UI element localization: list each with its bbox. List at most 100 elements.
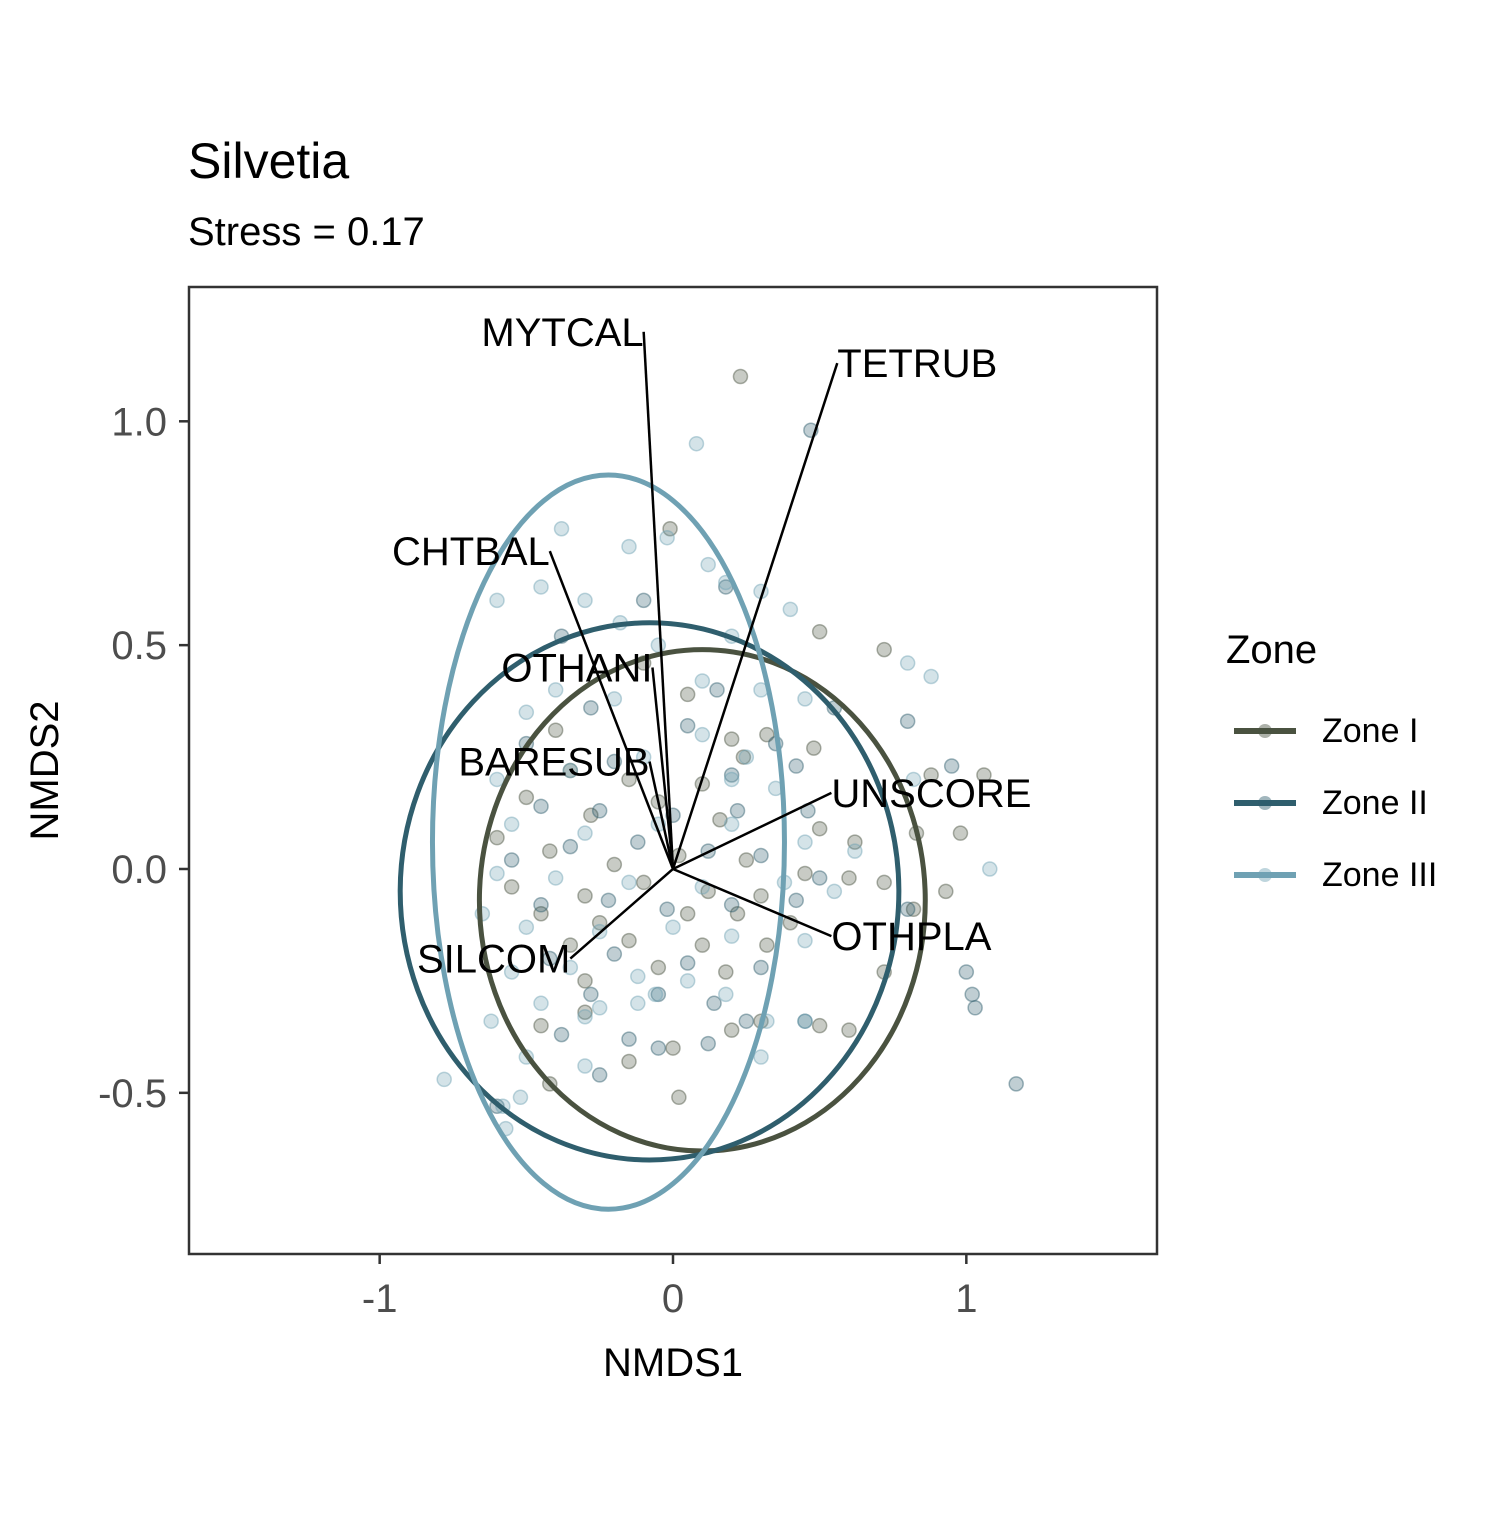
point-zone-iii [503,964,520,980]
point-zone-ii [621,1031,637,1047]
vector-label-mytcal: MYTCAL [481,311,643,355]
point-zone-iii [553,521,570,537]
vector-label-silcom: SILCOM [417,938,570,982]
point-zone-i [976,767,992,783]
point-zone-iii [923,668,939,685]
point-zone-iii [533,579,549,595]
ellipse-zone-ii [397,620,902,1163]
point-zone-ii [583,986,599,1003]
point-zone-ii [958,964,975,980]
point-zone-ii [606,946,623,962]
point-zone-i [841,870,857,886]
y-axis-label: NMDS2 [23,700,67,840]
point-zone-iii [659,529,675,546]
point-zone-iii [782,601,799,618]
vector-silcom [569,868,674,960]
point-zone-i [679,906,696,922]
plot-panel-border [187,285,1159,1256]
point-zone-ii [964,986,980,1003]
point-zone-i [806,740,822,756]
point-zone-iii [489,592,505,609]
point-zone-i [621,932,637,949]
legend-item-zone-iii: Zone III [1226,839,1437,911]
point-zone-i [621,771,637,788]
point-zone-iii [650,637,667,653]
x-tick-label: 0 [662,1277,684,1321]
point-zone-i [759,726,775,743]
point-zone-i [518,789,535,806]
point-zone-i [665,1040,681,1056]
point-zone-ii [650,1040,667,1056]
chart-title: Silvetia [188,133,350,189]
point-zone-iii [797,1013,813,1029]
chart-subtitle: Stress = 0.17 [188,210,425,254]
point-zone-iii [630,968,646,985]
point-zone-ii [738,1013,755,1029]
point-zone-i [729,906,746,922]
point-zone-ii [723,897,740,913]
point-zone-i [797,865,813,882]
point-zone-i [533,906,549,922]
point-zone-iii [635,749,652,765]
vector-mytcal [642,331,675,870]
vector-label-tetrub: TETRUB [837,342,997,386]
point-zone-i [650,959,667,976]
point-zone-ii [753,959,769,976]
legend-key-point [1258,868,1272,882]
vector-othpla [672,867,832,938]
point-zone-iii [621,874,637,891]
point-zone-iii [982,861,998,877]
point-zone-i [876,641,892,658]
vector-label-baresub: BARESUB [458,741,649,785]
legend-label: Zone III [1322,855,1438,894]
legend-key [1234,711,1296,751]
point-zone-iii [547,682,564,698]
point-zone-i [712,811,728,828]
point-zone-iii [905,771,922,788]
legend-key-point [1258,796,1272,810]
point-zone-ii [542,950,558,967]
legend-item-zone-ii: Zone II [1226,767,1437,839]
point-zone-iii [518,704,535,721]
point-zone-iii [753,1049,769,1065]
point-zone-iii [591,1000,608,1016]
point-zone-ii [650,986,667,1003]
point-zone-i [606,856,623,873]
point-zone-iii [621,538,637,555]
point-zone-i [723,1022,740,1038]
vector-baresub [648,761,675,870]
point-zone-i [811,1017,828,1034]
point-zone-iii [518,919,535,935]
ellipse-layer [397,472,928,1212]
legend-key-point [1258,724,1272,738]
point-zone-iii [679,973,696,989]
vector-othani [651,667,675,870]
point-zone-iii [738,749,755,765]
point-zone-iii [718,986,734,1003]
point-zone-iii [899,655,916,671]
point-zone-i [732,368,749,385]
point-zone-ii [679,955,696,971]
point-zone-iii [694,726,711,743]
point-zone-i [811,623,828,640]
y-tick-label: 0.0 [111,848,167,892]
point-zone-ii [1008,1076,1024,1092]
x-tick-label: -1 [362,1277,398,1321]
legend-key [1234,855,1296,895]
point-zone-iii [577,825,593,841]
legend-label: Zone I [1322,711,1419,750]
point-zone-ii [797,1013,813,1029]
point-zone-i [811,820,828,837]
point-zone-iii [647,986,664,1003]
point-zone-i [738,852,755,868]
point-zone-iii [723,771,740,788]
point-zone-iii [847,843,863,859]
vector-label-chtbal: CHTBAL [392,530,550,574]
point-zone-ii [503,852,520,868]
legend-label: Zone II [1322,783,1428,822]
point-zone-ii [591,803,608,819]
point-zone-iii [489,865,505,882]
vector-tetrub [671,362,839,870]
vector-layer: MYTCAL TETRUB CHTBAL OTHANI BARESUB UNSCORE OT… [392,311,1031,982]
